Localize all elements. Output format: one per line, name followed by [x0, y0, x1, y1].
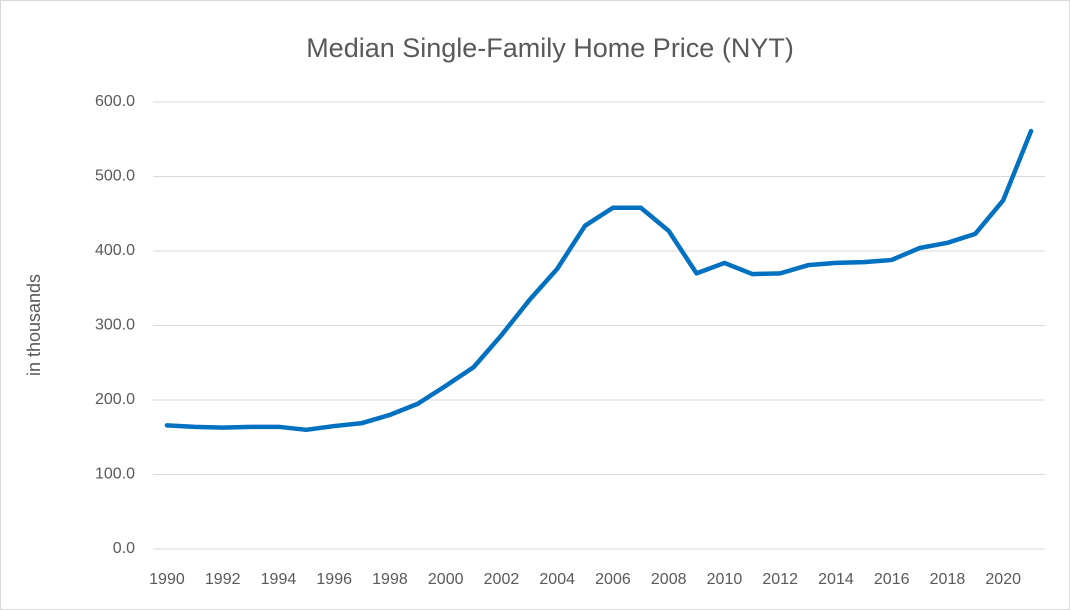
- chart-title: Median Single-Family Home Price (NYT): [306, 33, 794, 63]
- x-tick-label: 2016: [874, 571, 910, 588]
- x-tick-label: 1994: [261, 571, 297, 588]
- x-tick-label: 2008: [651, 571, 687, 588]
- y-tick-label: 0.0: [113, 540, 135, 557]
- y-tick-label: 400.0: [95, 242, 135, 259]
- x-tick-label: 2002: [484, 571, 520, 588]
- x-tick-label: 2004: [539, 571, 575, 588]
- x-tick-label: 1990: [149, 571, 185, 588]
- y-tick-label: 500.0: [95, 168, 135, 185]
- x-tick-label: 1996: [316, 571, 352, 588]
- x-tick-label: 2014: [818, 571, 854, 588]
- x-tick-label: 2000: [428, 571, 464, 588]
- x-tick-label: 2020: [985, 571, 1021, 588]
- x-tick-label: 2012: [762, 571, 798, 588]
- x-tick-label: 2006: [595, 571, 631, 588]
- y-tick-label: 100.0: [95, 466, 135, 483]
- y-tick-label: 200.0: [95, 391, 135, 408]
- line: [164, 128, 1034, 433]
- x-tick-label: 2010: [707, 571, 743, 588]
- x-tick-label: 2018: [930, 571, 966, 588]
- y-tick-label: 600.0: [95, 93, 135, 110]
- x-tick-label: 1998: [372, 571, 408, 588]
- x-tick-label: 1992: [205, 571, 241, 588]
- y-axis-label: in thousands: [24, 274, 44, 376]
- y-tick-label: 300.0: [95, 317, 135, 334]
